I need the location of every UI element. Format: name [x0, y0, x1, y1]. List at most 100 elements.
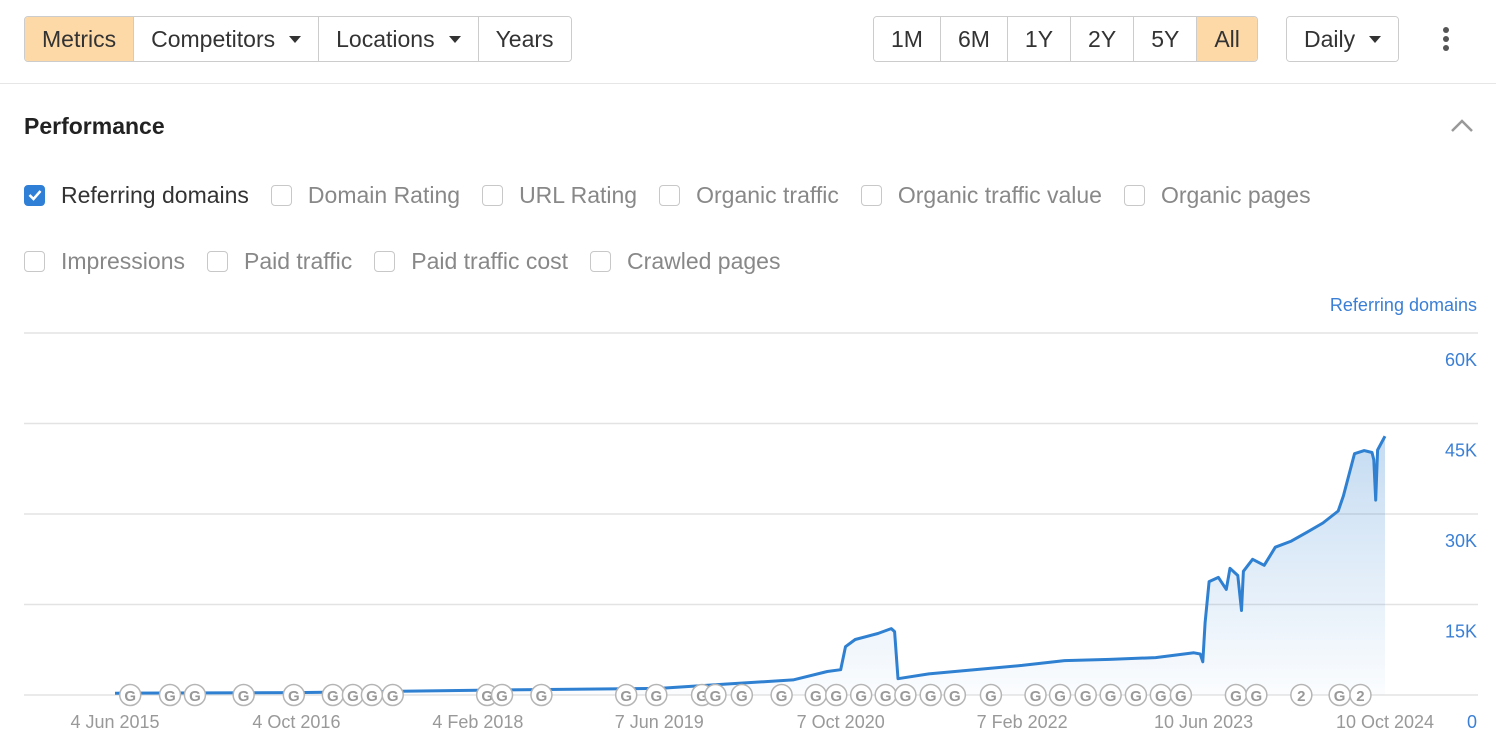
- metric-label: Organic traffic value: [897, 181, 1102, 208]
- annotation-label: G: [620, 688, 632, 705]
- annotation-label: G: [830, 688, 842, 705]
- range-button[interactable]: 2Y: [1070, 17, 1134, 61]
- annotation-marker: [232, 683, 255, 707]
- metric-checkbox[interactable]: Organic traffic: [659, 176, 839, 214]
- annotation-marker: [1290, 683, 1313, 707]
- y-tick-label: 0: [1467, 712, 1477, 732]
- annotation-label: G: [880, 688, 892, 705]
- annotation-label: G: [736, 688, 748, 705]
- annotation-marker: [1169, 683, 1193, 707]
- annotation-marker: [1349, 683, 1372, 707]
- metric-checkbox[interactable]: Crawled pages: [590, 242, 780, 280]
- metric-label: Domain Rating: [307, 181, 461, 208]
- metric-label: Paid traffic cost: [411, 247, 569, 274]
- filter-button[interactable]: Locations: [318, 17, 478, 61]
- y-tick-label: 45K: [1445, 441, 1477, 461]
- annotation-marker: [894, 683, 917, 707]
- checkbox: [206, 250, 228, 272]
- x-tick-label: 10 Oct 2024: [1336, 712, 1434, 732]
- filter-button[interactable]: Years: [477, 17, 571, 61]
- filter-label: Years: [495, 25, 554, 52]
- x-tick-label: 7 Jun 2019: [615, 712, 704, 732]
- annotation-marker: [381, 683, 404, 707]
- annotation-marker: [979, 683, 1003, 707]
- range-group: 1M 6M 1Y 2Y 5Y All: [873, 16, 1258, 62]
- annotation-label: G: [1155, 688, 1167, 705]
- checkbox: [590, 250, 612, 272]
- more-menu[interactable]: [1436, 26, 1456, 54]
- filter-label: Metrics: [42, 25, 117, 52]
- range-button[interactable]: 1Y: [1006, 17, 1071, 61]
- range-label: All: [1214, 25, 1240, 52]
- metric-label: Paid traffic: [243, 247, 353, 274]
- x-tick-label: 4 Jun 2015: [70, 712, 159, 732]
- collapse-toggle[interactable]: [1450, 118, 1474, 134]
- x-tick-label: 4 Oct 2016: [252, 712, 340, 732]
- annotation-label: G: [925, 688, 937, 705]
- annotation-label: G: [189, 688, 201, 705]
- annotation-label: G: [1080, 688, 1092, 705]
- filter-button[interactable]: Metrics: [25, 17, 134, 61]
- filter-label: Competitors: [151, 25, 276, 52]
- annotation-marker: [730, 683, 754, 707]
- range-button[interactable]: 6M: [939, 17, 1007, 61]
- annotation-label: G: [496, 688, 508, 705]
- metric-checkbox[interactable]: Domain Rating: [270, 176, 461, 214]
- metric-label: Organic traffic: [696, 181, 839, 208]
- checkbox: [860, 184, 882, 206]
- metric-checkbox[interactable]: Paid traffic: [206, 242, 353, 280]
- annotation-label: G: [387, 688, 399, 705]
- x-tick-label: 10 Jun 2023: [1154, 712, 1253, 732]
- range-label: 5Y: [1151, 25, 1180, 52]
- annotation-marker: [1074, 683, 1097, 707]
- interval-group: Daily: [1286, 16, 1400, 62]
- line: [114, 435, 1387, 695]
- y-tick-label: 60K: [1445, 350, 1477, 370]
- dropdown-caret: [289, 35, 302, 43]
- interval-button[interactable]: Daily: [1287, 17, 1399, 61]
- annotation-label: G: [366, 688, 378, 705]
- annotation-label: G: [164, 688, 176, 705]
- annotation-marker: [770, 683, 793, 707]
- annotation-marker: [919, 683, 942, 707]
- checkbox: [374, 250, 396, 272]
- metric-checkbox[interactable]: Organic traffic value: [860, 176, 1102, 214]
- annotation-label: G: [327, 688, 339, 705]
- metric-checkbox[interactable]: Organic pages: [1123, 176, 1311, 214]
- annotation-label: G: [238, 688, 250, 705]
- annotation-label: G: [949, 688, 961, 705]
- annotation-label: 2: [1297, 688, 1305, 705]
- annotation-marker: [1048, 683, 1072, 707]
- checkbox: [482, 184, 504, 206]
- filter-group: Metrics Competitors Locations Years: [24, 16, 572, 62]
- x-tick-label: 7 Feb 2022: [977, 712, 1068, 732]
- annotation-label: G: [855, 688, 867, 705]
- annotation-label: G: [1030, 688, 1042, 705]
- annotation-marker: [1024, 683, 1047, 707]
- filter-label: Locations: [336, 25, 435, 52]
- checkbox: [270, 184, 292, 206]
- range-button[interactable]: All: [1196, 17, 1257, 61]
- metric-checkbox[interactable]: Referring domains: [24, 176, 249, 214]
- checkbox: [24, 184, 45, 206]
- annotation-label: G: [1334, 688, 1346, 705]
- metric-checkbox[interactable]: Paid traffic cost: [374, 242, 568, 280]
- range-button[interactable]: 1M: [874, 17, 940, 61]
- area: [115, 436, 1385, 695]
- range-button[interactable]: 5Y: [1133, 17, 1197, 61]
- metric-checkbox[interactable]: URL Rating: [482, 176, 637, 214]
- annotation-label: G: [124, 688, 136, 705]
- y-axis-label: Referring domains: [1330, 295, 1477, 315]
- filter-button[interactable]: Competitors: [133, 17, 319, 61]
- annotation-marker: [158, 683, 182, 707]
- y-tick-label: 15K: [1445, 622, 1477, 642]
- annotation-label: G: [1130, 688, 1142, 705]
- annotation-marker: [849, 683, 873, 707]
- interval-label: Daily: [1304, 25, 1356, 52]
- annotation-label: G: [536, 688, 548, 705]
- annotation-label: G: [347, 688, 359, 705]
- metric-checkbox[interactable]: Impressions: [24, 242, 185, 280]
- range-label: 2Y: [1088, 25, 1117, 52]
